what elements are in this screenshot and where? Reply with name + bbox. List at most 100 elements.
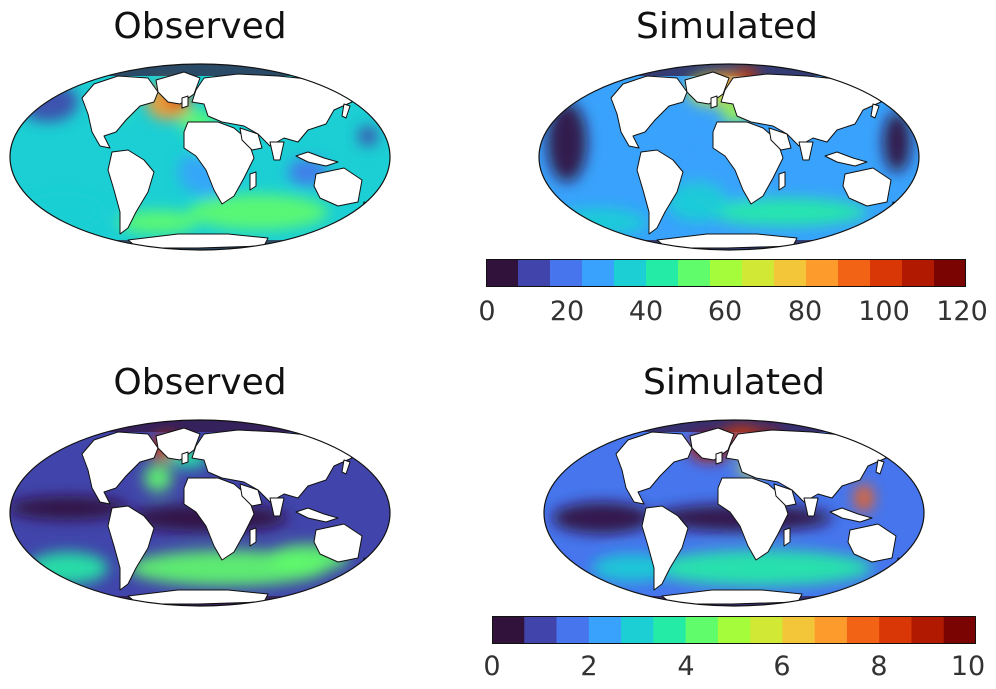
colorbar-segment [870, 260, 887, 286]
land-masses [81, 71, 371, 249]
colorbar-segment [669, 617, 687, 643]
land-newzealand [890, 201, 900, 215]
observed-map-top [9, 63, 391, 251]
intensity-patch [854, 484, 874, 512]
simulated-map-bottom [543, 419, 925, 607]
colorbar-segment [556, 617, 574, 643]
colorbar-segment [838, 260, 855, 286]
land-japan [875, 459, 885, 475]
colorbar-segment [806, 260, 823, 286]
colorbar-top-tick: 60 [707, 296, 743, 327]
panel-title-simulated-bottom: Simulated [643, 362, 825, 403]
colorbar-bottom-tick: 10 [950, 651, 986, 682]
colorbar-segment [717, 617, 735, 643]
colorbar-segment [798, 617, 816, 643]
colorbar-top-tick: 40 [628, 296, 664, 327]
colorbar-segment [863, 617, 880, 643]
land-indonesia [295, 507, 339, 523]
colorbar-segment [646, 260, 663, 286]
colorbar-segment [630, 260, 647, 286]
intensity-patch [547, 208, 647, 236]
colorbar-segment [902, 260, 919, 286]
panel-title-observed-bottom: Observed [113, 362, 287, 403]
intensity-patch [552, 502, 652, 534]
land-arabia [773, 483, 797, 507]
intensity-patch [10, 496, 128, 520]
colorbar-segment [492, 617, 509, 643]
land-madagascar [249, 171, 257, 191]
land-uk [710, 95, 718, 109]
land-australia [847, 523, 897, 563]
land-northAmerica [81, 431, 159, 505]
colorbar-top-tick: 120 [936, 296, 988, 327]
land-indonesia [824, 151, 868, 167]
colorbar-segment [566, 260, 583, 286]
colorbar-segment [950, 260, 966, 286]
colorbar-segment [830, 617, 848, 643]
land-japan [341, 103, 351, 119]
intensity-patch [24, 196, 104, 228]
land-masses [81, 427, 371, 605]
panel-title-observed-top: Observed [113, 6, 287, 47]
land-africa [183, 477, 255, 561]
colorbar-segment [678, 260, 695, 286]
land-arabia [239, 483, 263, 507]
intensity-patch [667, 182, 727, 222]
intensity-patch [18, 82, 78, 122]
colorbar-segment [710, 260, 727, 286]
colorbar-segment [621, 617, 638, 643]
colorbar-segment [572, 617, 590, 643]
colorbar-segment [911, 617, 929, 643]
ocean-field [544, 420, 924, 606]
land-africa [717, 477, 789, 561]
land-australia [313, 523, 363, 563]
land-southAmerica [107, 149, 155, 235]
colorbar-segment [846, 617, 864, 643]
colorbar-segment [895, 617, 913, 643]
land-africa [183, 121, 255, 205]
colorbar-bottom [492, 616, 976, 644]
land-newzealand [361, 557, 371, 571]
land-arabia [239, 127, 263, 151]
intensity-patch [547, 102, 587, 182]
colorbar-segment [598, 260, 615, 286]
intensity-patch [883, 112, 911, 172]
colorbar-segment [774, 260, 791, 286]
colorbar-segment [879, 617, 896, 643]
colorbar-segment [550, 260, 567, 286]
colorbar-segment [742, 260, 759, 286]
colorbar-segment [750, 617, 767, 643]
colorbar-bottom-tick: 0 [483, 651, 501, 682]
colorbar-segment [854, 260, 871, 286]
colorbar-segment [943, 617, 961, 643]
colorbar-segment [814, 617, 832, 643]
colorbar-bottom-tick: 6 [773, 651, 791, 682]
colorbar-segment [918, 260, 935, 286]
land-indonesia [829, 507, 873, 523]
colorbar-frame [486, 259, 966, 287]
colorbar-segment [614, 260, 631, 286]
colorbar-segment [701, 617, 719, 643]
colorbar-segment [662, 260, 679, 286]
land-northAmerica [610, 75, 688, 149]
land-madagascar [778, 171, 786, 191]
intensity-patch [144, 464, 172, 492]
land-southAmerica [107, 505, 155, 591]
land-uk [715, 451, 723, 465]
colorbar-segment [540, 617, 558, 643]
land-india [269, 141, 285, 161]
colorbar-segment [685, 617, 703, 643]
colorbar-segment [758, 260, 775, 286]
land-madagascar [249, 527, 257, 547]
colorbar-segment [604, 617, 622, 643]
colorbar-top-tick: 0 [478, 296, 496, 327]
colorbar-segment [726, 260, 743, 286]
colorbar-segment [790, 260, 807, 286]
land-newzealand [361, 201, 371, 215]
map-outline [538, 63, 920, 251]
colorbar-segment [508, 617, 525, 643]
land-southAmerica [636, 149, 684, 235]
land-northAmerica [81, 75, 159, 149]
intensity-patch [358, 126, 378, 146]
colorbar-segment [502, 260, 519, 286]
